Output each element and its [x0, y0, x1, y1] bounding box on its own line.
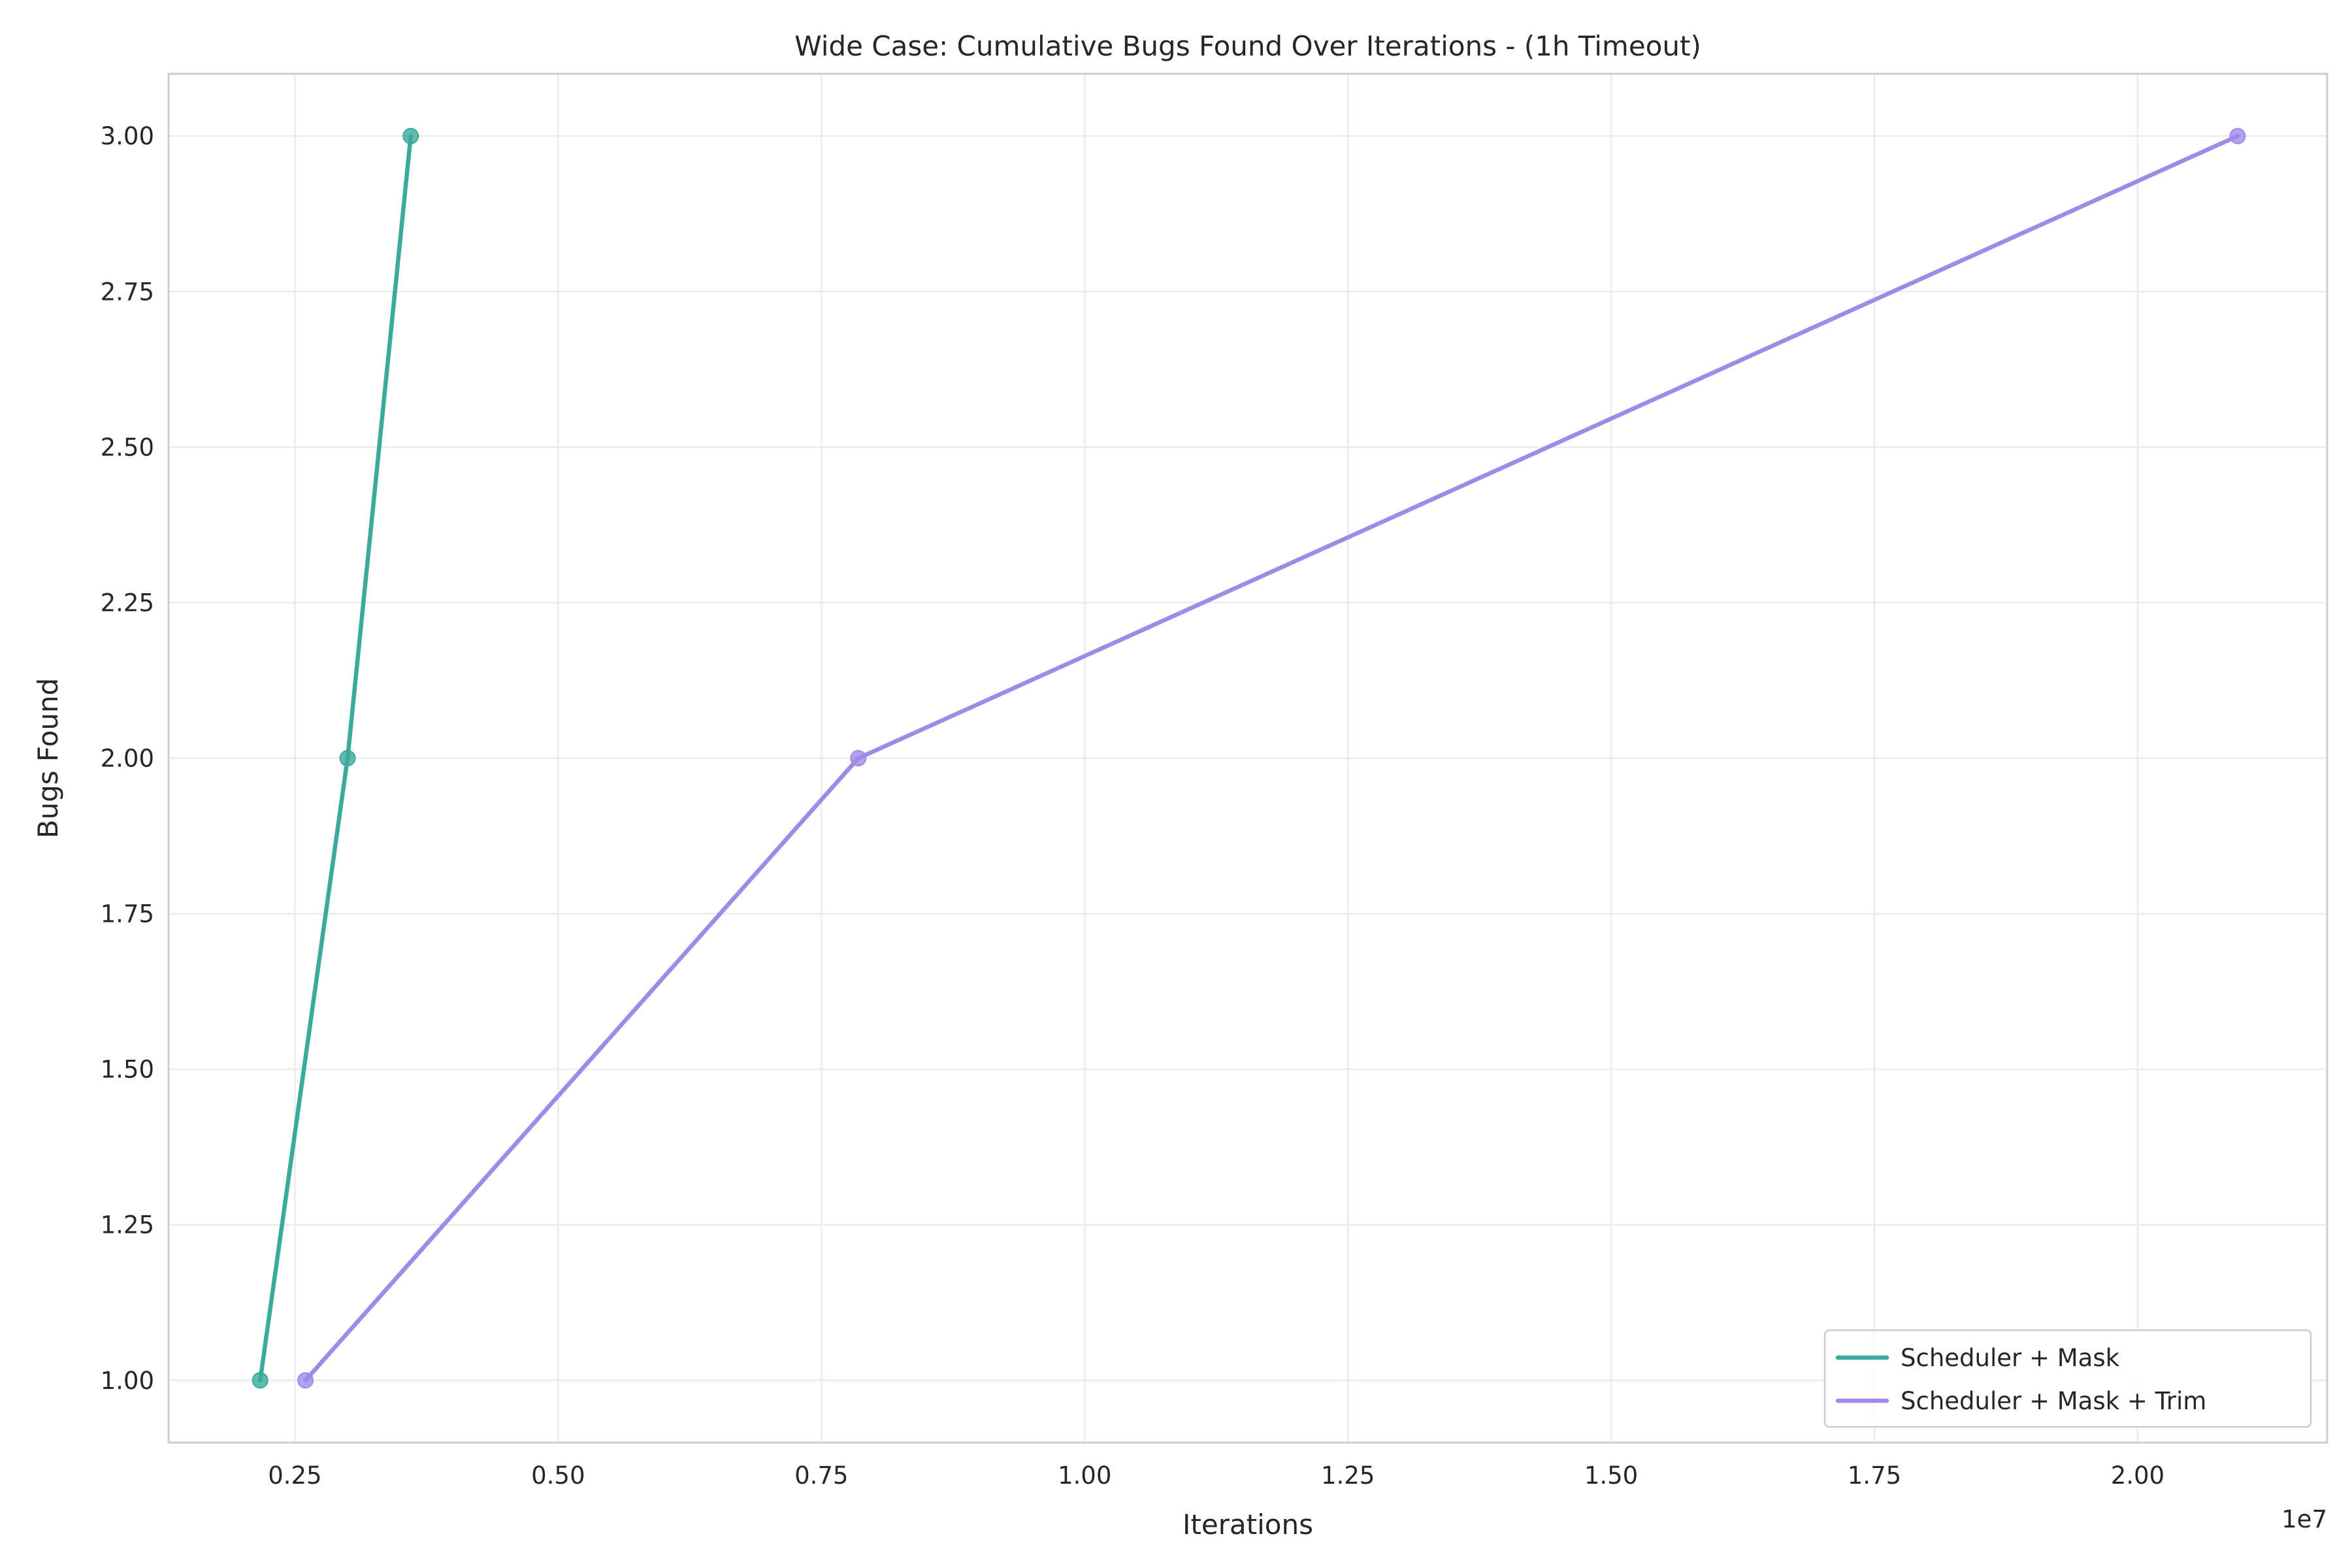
legend-box	[1823, 1329, 2312, 1428]
x-tick-label: 1.25	[1321, 1462, 1375, 1490]
legend-label: Scheduler + Mask + Trim	[1901, 1387, 2206, 1415]
y-tick-label: 2.75	[101, 278, 154, 306]
data-point	[2229, 127, 2246, 144]
axis-ticks: 0.25 0.50 0.75 1.00 1.25 1.50 1.75 2.00 1.00 1.25…	[101, 122, 2164, 1490]
legend-label: Scheduler + Mask	[1901, 1344, 2120, 1372]
chart-title: Wide Case: Cumulative Bugs Found Over It…	[794, 30, 1701, 62]
x-axis-label: Iterations	[1183, 1509, 1313, 1541]
data-point	[297, 1372, 314, 1389]
x-tick-label: 0.75	[794, 1462, 848, 1490]
x-tick-label: 0.25	[268, 1462, 321, 1490]
x-tick-label: 1.00	[1058, 1462, 1111, 1490]
y-tick-label: 2.25	[101, 589, 154, 617]
data-point	[252, 1372, 269, 1389]
y-tick-label: 2.50	[101, 433, 154, 461]
x-axis-offset-text: 1e7	[2281, 1505, 2327, 1533]
data-point	[339, 750, 356, 766]
y-tick-label: 1.50	[101, 1056, 154, 1084]
y-tick-label: 3.00	[101, 122, 154, 150]
data-point	[402, 127, 419, 144]
y-tick-label: 2.00	[101, 745, 154, 773]
plot-frame	[167, 73, 2328, 1444]
y-tick-label: 1.25	[101, 1211, 154, 1239]
y-tick-label: 1.75	[101, 900, 154, 928]
series-1	[252, 127, 419, 1389]
grid	[169, 74, 2327, 1443]
legend: Scheduler + Mask Scheduler + Mask + Trim	[1823, 1329, 2312, 1428]
x-tick-label: 1.75	[1848, 1462, 1901, 1490]
x-tick-label: 0.50	[531, 1462, 585, 1490]
x-tick-label: 2.00	[2111, 1462, 2164, 1490]
x-tick-label: 1.50	[1584, 1462, 1638, 1490]
y-axis-label: Bugs Found	[32, 678, 64, 839]
plot-series	[252, 127, 2246, 1389]
y-tick-label: 1.00	[101, 1367, 154, 1395]
data-point	[850, 750, 867, 766]
series-2	[297, 127, 2246, 1389]
